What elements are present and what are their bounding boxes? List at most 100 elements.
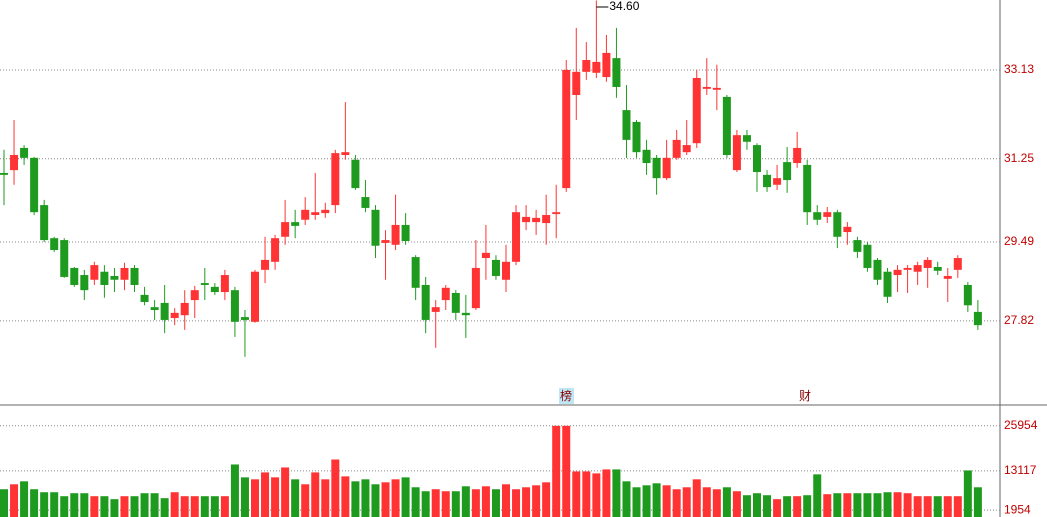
candle-body xyxy=(542,215,551,224)
candle-body xyxy=(823,212,832,217)
volume-bar xyxy=(562,425,571,517)
volume-bar xyxy=(190,496,199,517)
volume-bar xyxy=(923,496,932,517)
candle-body xyxy=(692,77,701,144)
volume-bar xyxy=(371,484,380,517)
volume-bar xyxy=(291,479,300,517)
candle-body xyxy=(130,267,139,285)
volume-bar xyxy=(10,484,19,517)
volume-bar xyxy=(230,464,239,517)
volume-bar xyxy=(341,476,350,517)
candle-body xyxy=(773,178,782,185)
candle-body xyxy=(973,311,982,326)
volume-bar xyxy=(692,479,701,517)
volume-bar xyxy=(301,484,310,517)
candle-body xyxy=(110,275,119,280)
candle-body xyxy=(251,271,259,322)
candle-body xyxy=(180,302,189,316)
volume-bar xyxy=(261,472,270,517)
candle-body xyxy=(843,226,852,233)
volume-bar xyxy=(271,477,280,517)
candle-body xyxy=(170,312,179,319)
volume-bar xyxy=(763,495,772,517)
candle-body xyxy=(291,222,300,226)
volume-bar xyxy=(943,496,952,517)
volume-bar xyxy=(813,474,822,517)
volume-bar xyxy=(702,487,711,517)
candle-body xyxy=(722,96,731,156)
candle-body xyxy=(893,269,902,276)
volume-bar xyxy=(652,483,661,517)
candle-body xyxy=(642,149,651,164)
candle-body xyxy=(70,267,79,285)
candle-body xyxy=(321,209,330,214)
candle-body xyxy=(441,287,450,301)
candle-body xyxy=(240,317,249,320)
candle-body xyxy=(80,275,89,291)
volume-bar xyxy=(251,479,259,517)
candle-body xyxy=(451,292,460,313)
candle-body xyxy=(712,87,721,90)
candle-body xyxy=(20,147,29,158)
candle-body xyxy=(873,259,882,280)
marker-bg xyxy=(559,388,574,404)
volume-bar xyxy=(411,487,420,517)
candle-body xyxy=(50,238,59,250)
marker: 财 xyxy=(799,389,811,403)
candle-body xyxy=(190,290,199,301)
candle-body xyxy=(10,155,19,171)
candle-body xyxy=(311,212,320,216)
volume-bar xyxy=(130,496,139,517)
candle-body xyxy=(632,121,641,153)
candle-body xyxy=(230,290,239,322)
volume-bar xyxy=(401,477,410,517)
volume-bar xyxy=(662,485,671,517)
candle-body xyxy=(200,283,209,285)
candle-body xyxy=(702,86,711,89)
volume-bar xyxy=(532,485,541,517)
candle-body xyxy=(883,271,892,297)
volume-bar xyxy=(0,489,8,517)
candle-body xyxy=(963,284,972,306)
candle-body xyxy=(522,216,531,223)
candle-body xyxy=(612,58,621,87)
candle-body xyxy=(813,212,822,220)
volume-bar xyxy=(451,491,460,517)
volume-bar xyxy=(502,484,510,517)
volume-bar xyxy=(933,496,942,517)
candle-body xyxy=(471,267,480,309)
y-tick-label: 31.25 xyxy=(1004,151,1034,165)
candle-body xyxy=(582,60,591,72)
volume-bar xyxy=(481,486,490,517)
candle-body xyxy=(502,261,510,280)
candle-body xyxy=(391,224,400,245)
candle-body xyxy=(753,145,761,173)
y-tick-label: 25954 xyxy=(1004,418,1038,432)
volume-bar xyxy=(903,493,912,517)
candle-body xyxy=(271,238,280,262)
volume-bar xyxy=(200,496,209,517)
candle-body xyxy=(150,307,159,311)
candle-body xyxy=(682,145,691,153)
candle-body xyxy=(90,265,99,280)
volume-bar xyxy=(160,498,169,517)
candle-body xyxy=(40,205,49,241)
volume-bar xyxy=(441,491,450,517)
volume-bar xyxy=(602,469,611,517)
volume-bar xyxy=(140,493,149,517)
volume-bar xyxy=(311,472,320,517)
y-tick-label: 33.13 xyxy=(1004,62,1034,76)
candle-body xyxy=(220,275,229,293)
volume-bar xyxy=(512,489,521,517)
candle-body xyxy=(943,275,952,279)
volume-bar xyxy=(431,489,440,517)
candle-body xyxy=(602,52,611,78)
candle-body xyxy=(833,212,842,237)
candle-body xyxy=(742,135,751,142)
candle-body xyxy=(552,212,561,215)
volume-bar xyxy=(953,496,962,517)
volume-bar xyxy=(913,496,922,517)
volume-bar xyxy=(843,493,852,517)
candle-body xyxy=(140,294,149,302)
candle-body xyxy=(662,157,671,179)
